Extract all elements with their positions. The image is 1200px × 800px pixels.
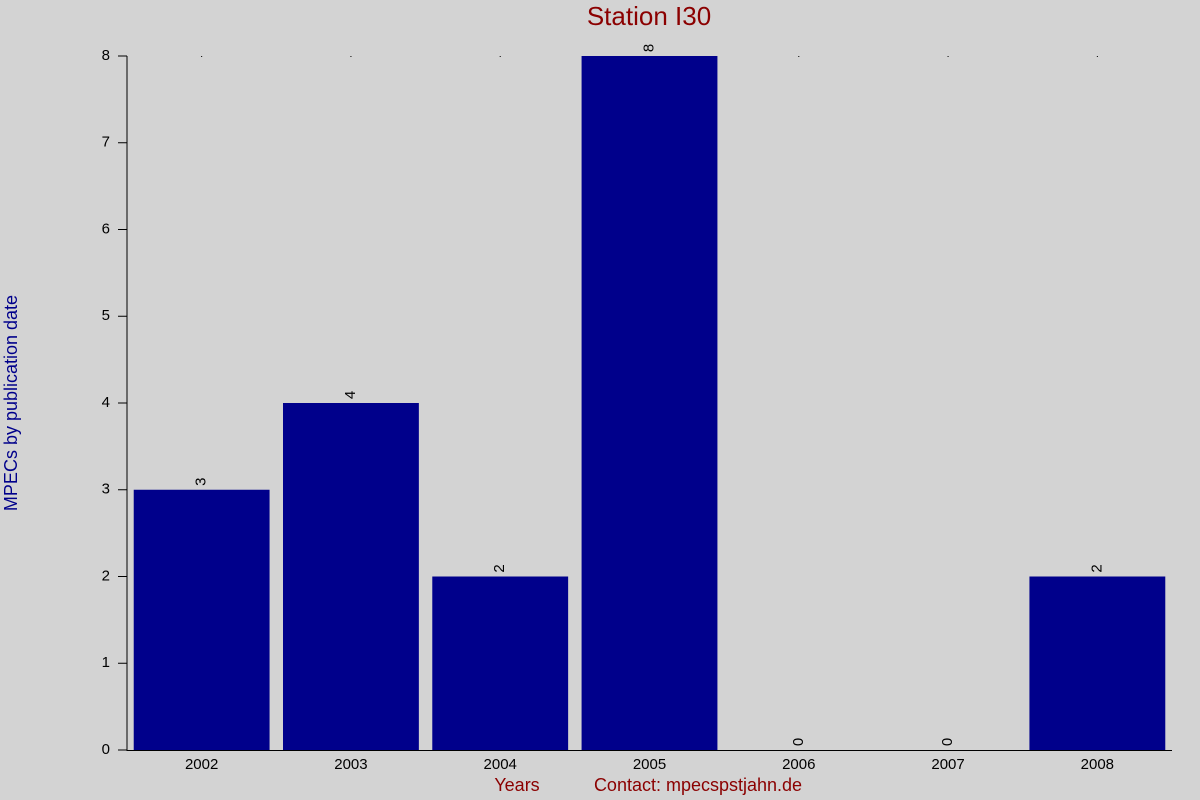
x-axis-label: Years xyxy=(494,775,539,795)
value-label: 3 xyxy=(193,478,210,486)
y-tick-label: 5 xyxy=(102,307,110,324)
bar xyxy=(133,489,270,750)
bar xyxy=(283,403,419,750)
x-tick-label: 2002 xyxy=(185,756,218,773)
top-dot xyxy=(1096,56,1098,57)
y-tick-label: 7 xyxy=(102,134,110,151)
x-tick-label: 2004 xyxy=(484,756,517,773)
top-dot xyxy=(947,56,949,57)
value-label: 0 xyxy=(790,738,807,746)
value-label: 8 xyxy=(640,44,657,52)
y-axis-label: MPECs by publication date xyxy=(1,295,21,511)
y-tick-label: 2 xyxy=(102,567,110,584)
x-tick-label: 2005 xyxy=(633,756,666,773)
top-dot xyxy=(798,56,800,57)
chart-title: Station I30 xyxy=(587,1,711,31)
y-tick-label: 6 xyxy=(102,220,110,237)
x-tick-label: 2003 xyxy=(334,756,367,773)
y-tick-label: 0 xyxy=(102,741,110,758)
x-tick-label: 2007 xyxy=(931,756,964,773)
bar xyxy=(581,56,718,750)
y-tick-label: 1 xyxy=(102,654,110,671)
top-dot xyxy=(201,56,203,57)
y-tick-label: 3 xyxy=(102,481,110,498)
x-tick-label: 2008 xyxy=(1081,756,1114,773)
y-tick-label: 4 xyxy=(102,394,110,411)
y-tick-label: 8 xyxy=(102,47,110,64)
contact-note: Contact: mpecspstjahn.de xyxy=(594,775,802,795)
value-label: 4 xyxy=(342,391,359,399)
x-tick-label: 2006 xyxy=(782,756,815,773)
bar xyxy=(432,576,569,750)
value-label: 0 xyxy=(939,738,956,746)
value-label: 2 xyxy=(491,564,508,572)
top-dot xyxy=(350,56,352,57)
bar xyxy=(1029,576,1166,750)
value-label: 2 xyxy=(1088,564,1105,572)
top-dot xyxy=(499,56,501,57)
